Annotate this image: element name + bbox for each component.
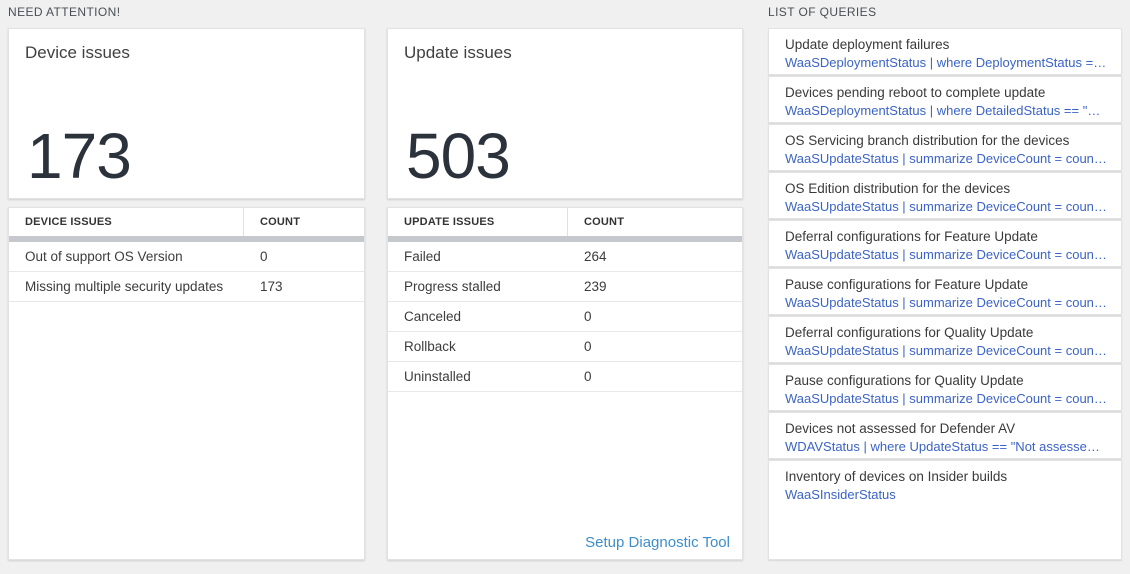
device-issues-table: DEVICE ISSUES COUNT Out of support OS Ve… xyxy=(8,207,365,560)
query-code[interactable]: WaaSUpdateStatus | summarize DeviceCount… xyxy=(785,295,1107,310)
query-title: OS Servicing branch distribution for the… xyxy=(785,133,1070,148)
issue-count: 0 xyxy=(584,309,592,324)
query-title: Devices not assessed for Defender AV xyxy=(785,421,1016,436)
issue-label: Progress stalled xyxy=(404,279,501,294)
issue-count: 239 xyxy=(584,279,607,294)
query-code[interactable]: WaaSInsiderStatus xyxy=(785,487,896,502)
query-code[interactable]: WaaSDeploymentStatus | where DeploymentS… xyxy=(785,55,1107,70)
setup-diagnostic-tool-link[interactable]: Setup Diagnostic Tool xyxy=(585,534,730,551)
update-issues-count: 503 xyxy=(406,119,511,192)
issue-count: 0 xyxy=(260,249,268,264)
query-title: Devices pending reboot to complete updat… xyxy=(785,85,1046,100)
query-item[interactable]: Update deployment failures WaaSDeploymen… xyxy=(768,28,1122,75)
query-title: Pause configurations for Quality Update xyxy=(785,373,1024,388)
query-title: Pause configurations for Feature Update xyxy=(785,277,1029,292)
update-issues-tile-title: Update issues xyxy=(404,43,512,62)
issue-label: Failed xyxy=(404,249,441,264)
count-column-header: COUNT xyxy=(584,216,625,228)
table-row[interactable]: Failed 264 xyxy=(388,242,742,272)
query-title: Deferral configurations for Feature Upda… xyxy=(785,229,1038,244)
query-code[interactable]: WaaSUpdateStatus | summarize DeviceCount… xyxy=(785,391,1107,406)
device-issues-column-header: DEVICE ISSUES xyxy=(9,208,244,236)
table-row[interactable]: Rollback 0 xyxy=(388,332,742,362)
query-item[interactable]: Devices pending reboot to complete updat… xyxy=(768,76,1122,123)
issue-label: Uninstalled xyxy=(404,369,471,384)
query-title: OS Edition distribution for the devices xyxy=(785,181,1011,196)
query-title: Update deployment failures xyxy=(785,37,950,52)
query-item[interactable]: Deferral configurations for Feature Upda… xyxy=(768,220,1122,267)
update-issues-table-header: UPDATE ISSUES COUNT xyxy=(388,208,742,236)
query-code[interactable]: WaaSUpdateStatus | summarize DeviceCount… xyxy=(785,199,1107,214)
table-row[interactable]: Progress stalled 239 xyxy=(388,272,742,302)
query-code[interactable]: WaaSDeploymentStatus | where DetailedSta… xyxy=(785,103,1107,118)
count-column-header: COUNT xyxy=(260,216,301,228)
issue-label: Rollback xyxy=(404,339,456,354)
device-issues-table-header: DEVICE ISSUES COUNT xyxy=(9,208,364,236)
device-issues-tile[interactable]: Device issues 173 xyxy=(8,28,365,199)
issue-count: 264 xyxy=(584,249,607,264)
query-title: Inventory of devices on Insider builds xyxy=(785,469,1008,484)
issue-label: Canceled xyxy=(404,309,462,324)
query-item[interactable]: OS Servicing branch distribution for the… xyxy=(768,124,1122,171)
issue-label: Out of support OS Version xyxy=(25,249,183,264)
query-item[interactable]: Inventory of devices on Insider builds W… xyxy=(768,460,1122,560)
need-attention-header: NEED ATTENTION! xyxy=(8,5,121,19)
update-issues-tile[interactable]: Update issues 503 xyxy=(387,28,743,199)
queries-list: Update deployment failures WaaSDeploymen… xyxy=(768,28,1122,560)
issue-count: 0 xyxy=(584,339,592,354)
table-header-divider-bar xyxy=(388,236,742,242)
issue-count: 0 xyxy=(584,369,592,384)
query-code[interactable]: WaaSUpdateStatus | summarize DeviceCount… xyxy=(785,247,1107,262)
query-item[interactable]: Deferral configurations for Quality Upda… xyxy=(768,316,1122,363)
table-row[interactable]: Canceled 0 xyxy=(388,302,742,332)
query-code[interactable]: WaaSUpdateStatus | summarize DeviceCount… xyxy=(785,343,1107,358)
table-row[interactable]: Out of support OS Version 0 xyxy=(9,242,364,272)
table-row[interactable]: Uninstalled 0 xyxy=(388,362,742,392)
query-item[interactable]: Pause configurations for Quality Update … xyxy=(768,364,1122,411)
update-issues-column-header: UPDATE ISSUES xyxy=(388,208,568,236)
list-of-queries-header: LIST OF QUERIES xyxy=(768,5,877,19)
device-issues-count: 173 xyxy=(27,119,132,192)
query-code[interactable]: WaaSUpdateStatus | summarize DeviceCount… xyxy=(785,151,1107,166)
table-row[interactable]: Missing multiple security updates 173 xyxy=(9,272,364,302)
query-title: Deferral configurations for Quality Upda… xyxy=(785,325,1034,340)
query-item[interactable]: Devices not assessed for Defender AV WDA… xyxy=(768,412,1122,459)
query-code[interactable]: WDAVStatus | where UpdateStatus == "Not … xyxy=(785,439,1107,454)
query-item[interactable]: Pause configurations for Feature Update … xyxy=(768,268,1122,315)
issue-label: Missing multiple security updates xyxy=(25,279,224,294)
issue-count: 173 xyxy=(260,279,283,294)
table-header-divider-bar xyxy=(9,236,364,242)
device-issues-tile-title: Device issues xyxy=(25,43,130,62)
update-issues-table: UPDATE ISSUES COUNT Failed 264 Progress … xyxy=(387,207,743,560)
query-item[interactable]: OS Edition distribution for the devices … xyxy=(768,172,1122,219)
